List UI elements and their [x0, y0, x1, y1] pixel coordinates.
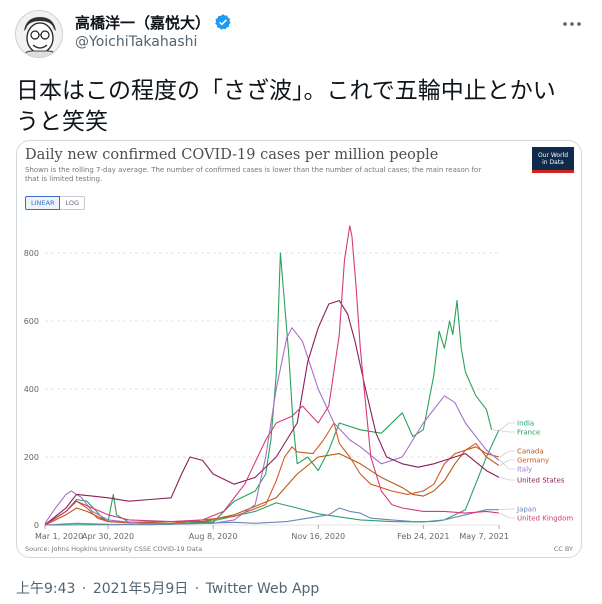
legend-label: United States	[517, 477, 565, 485]
x-tick-label: Apr 30, 2020	[82, 532, 134, 541]
series-line	[44, 422, 500, 526]
legend-label: United Kingdom	[517, 515, 573, 523]
y-tick-label: 600	[24, 317, 39, 326]
x-tick-label: May 7, 2021	[459, 532, 509, 541]
tweet-media-chart[interactable]: Daily new confirmed COVID-19 cases per m…	[16, 140, 582, 558]
logo-line-2: in Data	[542, 159, 564, 166]
x-tick-label: Aug 8, 2020	[189, 532, 238, 541]
series-line	[44, 300, 500, 526]
legend-label: India	[517, 420, 534, 428]
avatar-caricature-icon	[21, 17, 59, 57]
tweet-source[interactable]: Twitter Web App	[205, 581, 320, 597]
author-name-row: 高橋洋一（嘉悦大）	[75, 12, 232, 32]
x-tick-label: Feb 24, 2021	[397, 532, 449, 541]
x-tick-label: Mar 1, 2020	[35, 532, 83, 541]
tweet-time[interactable]: 上午9:43	[16, 581, 76, 597]
separator: ·	[81, 581, 87, 597]
legend-connector	[499, 512, 515, 519]
tweet-date[interactable]: 2021年5月9日	[92, 581, 189, 597]
timestamp-row: 上午9:43 · 2021年5月9日 · Twitter Web App	[16, 578, 321, 598]
legend-label: Germany	[517, 457, 549, 465]
verified-badge-icon	[215, 14, 231, 30]
y-tick-label: 400	[24, 385, 39, 394]
tweet-text-line-2: うと笑笑	[16, 109, 108, 135]
legend-connector	[499, 508, 515, 510]
legend-label: France	[517, 429, 540, 437]
legend-label: Italy	[517, 466, 532, 474]
more-options-icon[interactable]	[560, 12, 584, 36]
legend-connector	[499, 422, 515, 431]
chart-license: CC BY	[554, 545, 573, 553]
legend-connector	[499, 460, 515, 470]
tweet-text-line-1: 日本はこの程度の「さざ波」。これで五輪中止とかい	[16, 78, 556, 104]
log-toggle[interactable]: LOG	[60, 196, 86, 210]
series-line	[44, 225, 500, 526]
series-line	[44, 327, 500, 525]
user-handle[interactable]: @YoichiTakahashi	[75, 34, 198, 50]
separator: ·	[194, 581, 200, 597]
chart-source: Source: Johns Hopkins University CSSE CO…	[25, 545, 202, 553]
scale-toggle: LINEAR LOG	[25, 196, 86, 210]
legend-label: Japan	[516, 506, 537, 514]
tweet-text: 日本はこの程度の「さざ波」。これで五輪中止とかい うと笑笑	[16, 76, 586, 138]
display-name[interactable]: 高橋洋一（嘉悦大）	[75, 13, 211, 32]
logo-line-1: Our World	[537, 152, 569, 159]
y-tick-label: 800	[24, 249, 39, 258]
legend-label: Canada	[517, 448, 544, 456]
avatar[interactable]	[15, 10, 63, 58]
chart-title: Daily new confirmed COVID-19 cases per m…	[25, 147, 439, 163]
y-tick-label: 200	[24, 453, 39, 462]
linear-toggle[interactable]: LINEAR	[25, 196, 61, 210]
legend-connector	[499, 450, 515, 458]
series-line	[44, 252, 493, 525]
legend-connector	[499, 477, 515, 481]
x-tick-label: Nov 16, 2020	[291, 532, 345, 541]
y-tick-label: 0	[34, 521, 39, 530]
legend-connector	[492, 429, 515, 433]
owid-logo: Our World in Data	[532, 147, 574, 173]
series-line	[44, 429, 500, 526]
chart-subtitle: Shown is the rolling 7-day average. The …	[25, 166, 482, 183]
series-line	[44, 507, 499, 526]
